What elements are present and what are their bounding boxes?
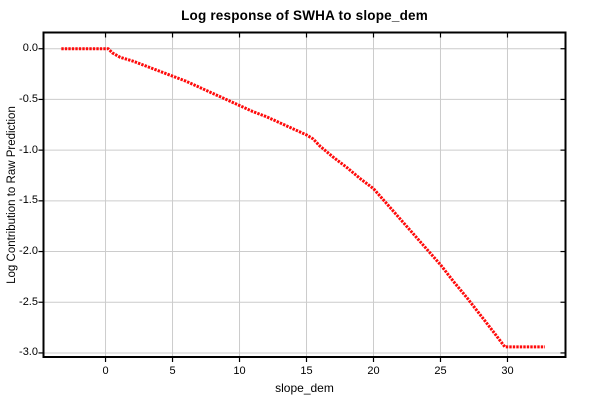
y-tick-label: 0.0 [22, 42, 38, 55]
x-tick-label: 0 [102, 365, 109, 377]
chart-title: Log response of SWHA to slope_dem [181, 8, 428, 23]
x-tick-label: 20 [367, 365, 380, 377]
x-tick-label: 15 [300, 365, 313, 377]
x-axis-title: slope_dem [275, 381, 334, 395]
y-tick-label: -3.0 [19, 346, 38, 359]
y-tick-label: -0.5 [19, 92, 38, 105]
y-tick-label: -1.0 [19, 143, 38, 156]
y-tick-label: -2.0 [19, 245, 38, 258]
y-axis-title: Log Contribution to Raw Prediction [6, 106, 18, 284]
x-tick-label: 25 [434, 365, 447, 377]
y-tick-label: -1.5 [19, 194, 38, 207]
x-tick-label: 30 [501, 365, 514, 377]
response-curve [61, 47, 546, 349]
x-tick-label: 5 [169, 365, 176, 377]
y-tick-label: -2.5 [19, 295, 38, 308]
plot-frame [42, 31, 567, 358]
x-tick-label: 10 [233, 365, 246, 377]
